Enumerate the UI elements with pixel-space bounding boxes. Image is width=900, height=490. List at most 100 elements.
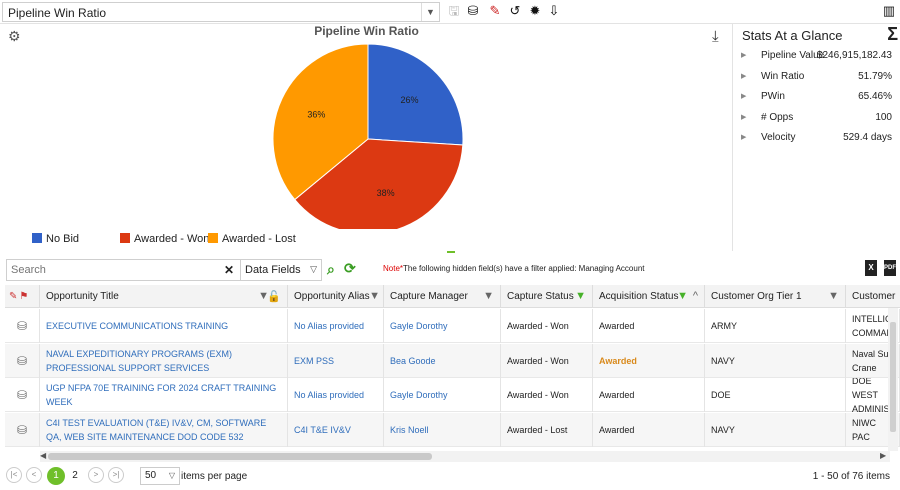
cell-title[interactable]: C4I TEST EVALUATION (T&E) IV&V, CM, SOFT… — [40, 412, 288, 447]
stat-value: 65.46% — [858, 91, 892, 102]
export-file-icon[interactable]: ⇩ — [548, 3, 560, 18]
legend-item[interactable]: No Bid — [32, 233, 79, 245]
settings-gear-icon[interactable]: ✹ — [529, 3, 541, 18]
expand-arrow-icon[interactable]: ▶ — [741, 113, 747, 121]
col-opportunity-alias[interactable]: Opportunity Alias ▼ — [288, 285, 384, 308]
pie-slice-awarded-won[interactable] — [294, 138, 464, 229]
table-row[interactable]: ⛁ UGP NFPA 70E TRAINING FOR 2024 CRAFT TR… — [5, 378, 900, 412]
horizontal-scrollbar[interactable] — [40, 451, 890, 462]
record-icon[interactable]: ⛁ — [5, 412, 40, 447]
chart-settings-icon[interactable]: ⚙ — [8, 28, 21, 44]
cell-manager[interactable]: Gayle Dorothy — [384, 309, 501, 343]
data-fields-select[interactable]: Data Fields ▽ — [240, 259, 322, 281]
clear-search-icon[interactable]: ✕ — [223, 263, 234, 277]
filter-active-icon[interactable]: ▼ — [677, 290, 688, 302]
scroll-left-icon[interactable]: ◀ — [40, 451, 47, 460]
pdf-export-icon[interactable]: PDF — [884, 260, 896, 276]
stat-row[interactable]: ▶ Win Ratio 51.79% — [734, 71, 900, 85]
cell-capture: Awarded - Won — [501, 309, 593, 343]
refresh-icon[interactable]: ⟳ — [344, 260, 356, 276]
cell-manager[interactable]: Kris Noell — [384, 412, 501, 447]
next-page-icon[interactable]: > — [88, 467, 104, 483]
filter-active-icon[interactable]: ▼ — [575, 290, 586, 302]
download-icon[interactable]: ⤓ — [712, 28, 719, 45]
excel-export-icon[interactable]: X — [865, 260, 877, 276]
legend-swatch — [208, 233, 218, 243]
save-icon[interactable]: 🖫 — [448, 3, 460, 18]
report-select[interactable]: Pipeline Win Ratio ▼ — [2, 2, 440, 22]
legend-label: No Bid — [46, 233, 80, 245]
filter-icon[interactable]: ▼ — [828, 290, 839, 302]
tag-icon[interactable]: ⚑ — [19, 291, 29, 302]
undo-icon[interactable]: ↺ — [509, 3, 521, 18]
filter-icon[interactable]: ▼ — [483, 290, 494, 302]
table-row[interactable]: ⛁ C4I TEST EVALUATION (T&E) IV&V, CM, SOF… — [5, 412, 900, 447]
scroll-right-icon[interactable]: ▶ — [880, 451, 887, 460]
sigma-icon[interactable]: Σ — [887, 24, 898, 44]
sort-asc-icon[interactable]: ^ — [692, 290, 698, 302]
record-icon[interactable]: ⛁ — [5, 343, 40, 378]
row-tools-header: ✎ ⚑ — [5, 285, 40, 308]
col-customer[interactable]: Customer — [846, 285, 900, 308]
table-row[interactable]: ⛁ NAVAL EXPEDITIONARY PROGRAMS (EXM) PROF… — [5, 343, 900, 378]
page-size-select[interactable]: 50 ▽ — [140, 467, 180, 485]
table-row[interactable]: ⛁ EXECUTIVE COMMUNICATIONS TRAINING No Ali… — [5, 309, 900, 343]
unlock-icon[interactable]: 🔓 — [267, 291, 281, 303]
scroll-thumb[interactable] — [890, 322, 896, 432]
page-button-2[interactable]: 2 — [72, 470, 78, 481]
cell-alias[interactable]: No Alias provided — [288, 378, 384, 412]
vertical-scrollbar[interactable] — [888, 308, 898, 451]
prev-page-icon[interactable]: < — [26, 467, 42, 483]
pie-data-label: 36% — [307, 110, 325, 120]
scroll-thumb[interactable] — [48, 453, 432, 460]
search-input[interactable] — [11, 262, 221, 278]
cell-title[interactable]: UGP NFPA 70E TRAINING FOR 2024 CRAFT TRA… — [40, 378, 288, 412]
stat-row[interactable]: ▶ Velocity 529.4 days — [734, 132, 900, 146]
bar-chart-icon[interactable]: ▥ — [882, 3, 896, 18]
cell-acq: Awarded — [593, 343, 705, 378]
search-icon[interactable]: ⌕ — [327, 261, 335, 277]
stat-label: Pipeline Value — [761, 50, 825, 61]
cell-title[interactable]: EXECUTIVE COMMUNICATIONS TRAINING — [40, 309, 288, 343]
last-page-icon[interactable]: >| — [108, 467, 124, 483]
cell-acq: Awarded — [593, 309, 705, 343]
stat-row[interactable]: ▶ Pipeline Value $246,915,182.43 — [734, 50, 900, 64]
pie-chart: 26% 38% 36% — [272, 43, 464, 229]
cell-manager[interactable]: Gayle Dorothy — [384, 378, 501, 412]
cell-manager[interactable]: Bea Goode — [384, 343, 501, 378]
stat-row[interactable]: ▶ # Opps 100 — [734, 112, 900, 126]
cell-title[interactable]: NAVAL EXPEDITIONARY PROGRAMS (EXM) PROFE… — [40, 343, 288, 378]
expand-arrow-icon[interactable]: ▶ — [741, 134, 747, 141]
record-icon[interactable]: ⛁ — [5, 378, 40, 412]
cell-alias[interactable]: C4I T&E IV&V — [288, 412, 384, 447]
legend-item[interactable]: Awarded - Won — [120, 233, 209, 245]
save-as-icon[interactable]: ⛁ — [467, 3, 479, 18]
note-text: The following hidden field(s) have a fil… — [403, 264, 645, 273]
filter-icon[interactable]: ▼ — [258, 290, 269, 302]
stat-label: Win Ratio — [761, 70, 805, 82]
col-opportunity-title[interactable]: Opportunity Title ▼ 🔓 — [40, 285, 288, 308]
pie-slice-awarded-lost[interactable] — [272, 43, 369, 201]
stat-value: 529.4 days — [843, 132, 892, 143]
expand-arrow-icon[interactable]: ▶ — [741, 52, 747, 59]
legend-swatch — [120, 233, 130, 243]
cell-alias[interactable]: EXM PSS — [288, 343, 384, 378]
expand-arrow-icon[interactable]: ▶ — [741, 72, 747, 80]
pie-slice-no-bid[interactable] — [367, 43, 464, 146]
filter-icon[interactable]: ▼ — [369, 290, 380, 302]
edit-icon[interactable]: ✎ — [9, 291, 18, 302]
chart-edit-icon[interactable]: ✎ — [489, 3, 501, 18]
col-acquisition-status[interactable]: Acquisition Status ▼ ^ — [593, 285, 705, 308]
stat-row[interactable]: ▶ PWin 65.46% — [734, 91, 900, 105]
legend-item[interactable]: Awarded - Lost — [208, 233, 296, 245]
col-capture-status[interactable]: Capture Status ▼ — [501, 285, 593, 308]
expand-arrow-icon[interactable]: ▶ — [741, 93, 747, 100]
col-customer-org-tier-1[interactable]: Customer Org Tier 1 ▼ — [705, 285, 846, 308]
grid-header: ✎ ⚑ Opportunity Title ▼ 🔓 Opportunity Alias… — [5, 285, 900, 308]
col-capture-manager[interactable]: Capture Manager ▼ — [384, 285, 501, 308]
cell-alias[interactable]: No Alias provided — [288, 309, 384, 343]
page-button-1[interactable]: 1 — [47, 467, 65, 485]
report-select-value: Pipeline Win Ratio — [8, 6, 107, 20]
first-page-icon[interactable]: |< — [6, 467, 22, 483]
record-icon[interactable]: ⛁ — [5, 309, 40, 343]
